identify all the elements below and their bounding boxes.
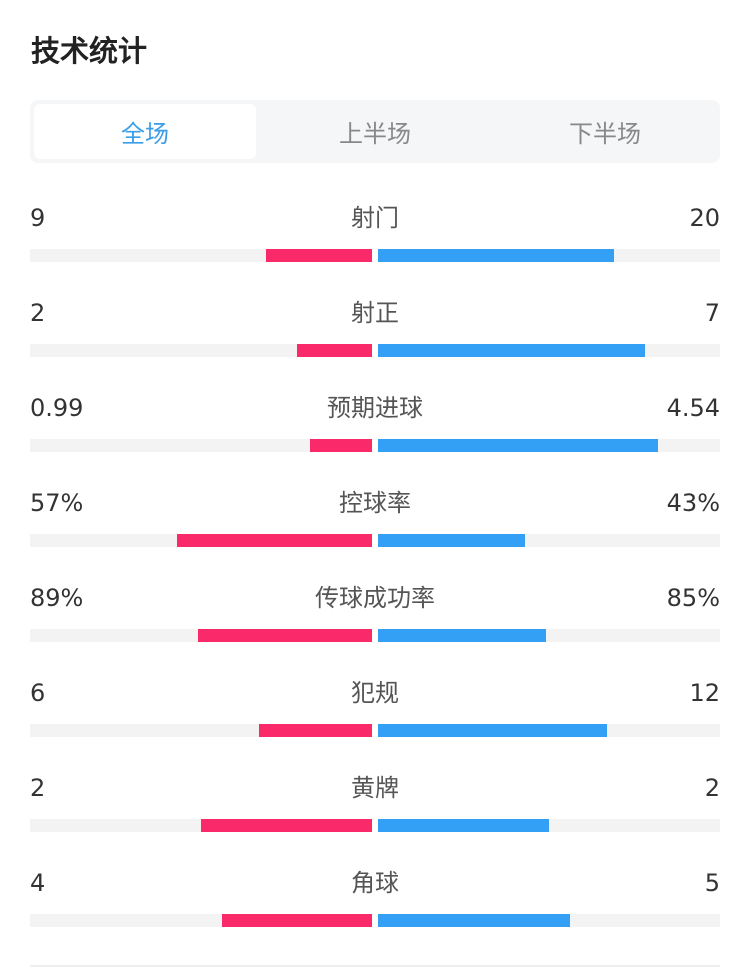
away-bar-track [378, 344, 720, 357]
stat-label: 预期进球 [327, 394, 423, 422]
stat-row: 4 角球 5 [30, 865, 720, 935]
home-bar-track [30, 249, 372, 262]
away-value: 4.54 [666, 394, 720, 422]
away-value: 5 [704, 869, 720, 897]
home-bar-track [30, 534, 372, 547]
home-value: 0.99 [30, 394, 84, 422]
stat-row: 6 犯规 12 [30, 675, 720, 745]
away-bar-fill [378, 344, 645, 357]
page-title: 技术统计 [31, 34, 148, 68]
away-bar-track [378, 534, 720, 547]
stat-label: 角球 [351, 869, 399, 897]
stat-label: 射正 [351, 299, 399, 327]
home-value: 57% [30, 489, 84, 517]
away-bar-track [378, 724, 720, 737]
away-value: 7 [704, 299, 720, 327]
home-bar-track [30, 629, 372, 642]
home-bar-fill [177, 534, 372, 547]
home-value: 2 [30, 299, 46, 327]
away-bar-fill [378, 724, 608, 737]
away-value: 85% [666, 584, 720, 612]
tab-first-half[interactable]: 上半场 [339, 120, 411, 148]
stat-label: 传球成功率 [315, 584, 435, 612]
stat-row: 2 黄牌 2 [30, 770, 720, 840]
home-bar-fill [265, 249, 372, 262]
away-bar-fill [378, 534, 526, 547]
stat-row: 89% 传球成功率 85% [30, 580, 720, 650]
stat-label: 黄牌 [351, 774, 399, 802]
home-value: 89% [30, 584, 84, 612]
home-bar-fill [221, 914, 372, 927]
away-bar-track [378, 249, 720, 262]
away-value: 12 [689, 679, 720, 707]
away-bar-fill [378, 629, 546, 642]
home-bar-track [30, 819, 372, 832]
away-bar-track [378, 819, 720, 832]
stat-row: 9 射门 20 [30, 200, 720, 270]
home-bar-fill [310, 439, 372, 452]
home-value: 9 [30, 204, 46, 232]
home-bar-fill [201, 819, 372, 832]
away-bar-fill [378, 439, 659, 452]
home-bar-track [30, 914, 372, 927]
stat-label: 控球率 [339, 489, 411, 517]
period-tabs: 全场 上半场 下半场 [30, 100, 720, 163]
tab-full-match[interactable]: 全场 [34, 104, 256, 159]
stat-label: 射门 [351, 204, 399, 232]
away-bar-track [378, 439, 720, 452]
home-value: 4 [30, 869, 46, 897]
home-bar-track [30, 439, 372, 452]
home-bar-fill [296, 344, 372, 357]
away-bar-fill [378, 819, 549, 832]
stat-row: 0.99 预期进球 4.54 [30, 390, 720, 460]
tab-second-half[interactable]: 下半场 [569, 120, 641, 148]
divider [30, 965, 720, 967]
home-bar-fill [197, 629, 372, 642]
stat-label: 犯规 [351, 679, 399, 707]
stat-row: 57% 控球率 43% [30, 485, 720, 555]
away-bar-fill [378, 914, 570, 927]
away-bar-track [378, 629, 720, 642]
away-value: 2 [704, 774, 720, 802]
away-bar-fill [378, 249, 614, 262]
away-value: 20 [689, 204, 720, 232]
home-bar-track [30, 724, 372, 737]
home-value: 6 [30, 679, 46, 707]
home-bar-track [30, 344, 372, 357]
away-bar-track [378, 914, 720, 927]
stat-row: 2 射正 7 [30, 295, 720, 365]
home-bar-fill [259, 724, 372, 737]
away-value: 43% [666, 489, 720, 517]
home-value: 2 [30, 774, 46, 802]
